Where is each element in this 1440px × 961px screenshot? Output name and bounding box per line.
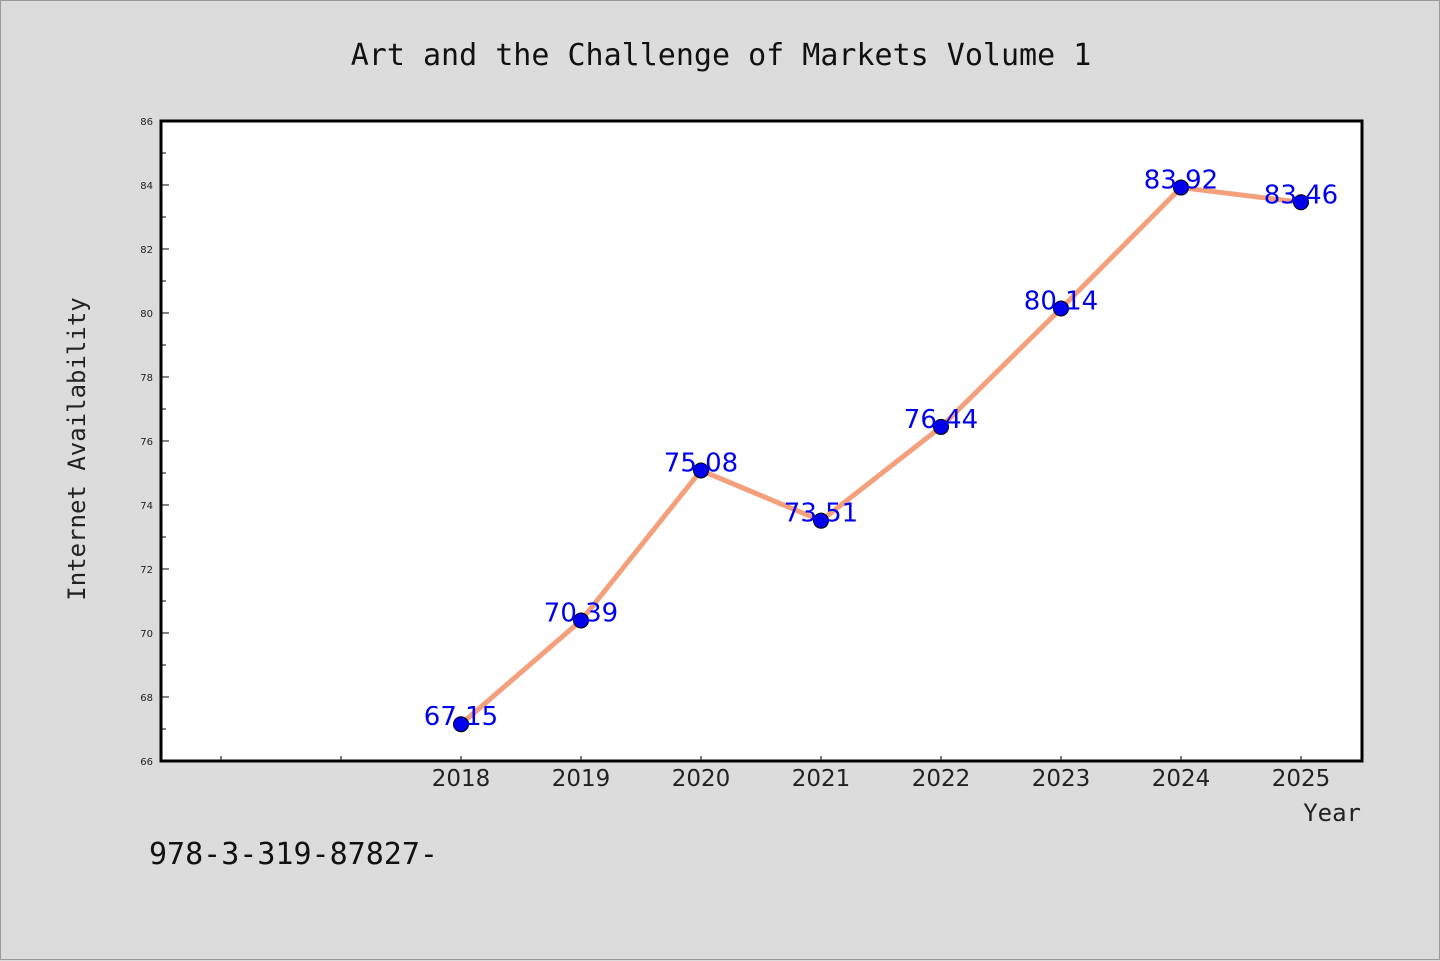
y-tick-label: 76 [140,437,153,448]
data-label: 70.39 [544,599,618,629]
data-label: 80.14 [1024,287,1098,317]
data-point [813,512,829,529]
x-tick-label: 2023 [1032,766,1091,792]
data-series: 67.15 70.39 75.08 73.51 76.44 80.14 83.92 83.46 [424,166,1338,733]
data-label: 75.08 [664,448,738,478]
y-tick-label: 66 [140,757,153,768]
y-tick-label: 78 [140,373,153,384]
y-tick-label: 72 [140,565,153,576]
x-tick-label: 2019 [552,766,611,792]
data-point [693,462,709,479]
data-point [1293,194,1309,211]
data-point [453,716,469,733]
x-tick-label: 2022 [912,766,971,792]
x-tick-label: 2021 [792,766,851,792]
x-axis-label: Year [1303,799,1361,827]
plot-area [161,121,1362,761]
data-label: 83.46 [1264,180,1338,210]
axis-ticks: 66 68 70 72 74 76 78 80 82 84 86 2018 2019 2020 2021 20… [140,117,1330,792]
y-axis-label: Internet Availability [63,297,91,600]
chart-title: Art and the Challenge of Markets Volume … [351,38,1092,73]
data-point [1053,300,1069,317]
y-tick-label: 68 [140,693,153,704]
y-tick-label: 82 [140,245,153,256]
x-tick-label: 2024 [1152,766,1211,792]
data-point [933,418,949,435]
data-label: 83.92 [1144,166,1218,196]
x-tick-label: 2025 [1272,766,1331,792]
y-tick-label: 70 [140,629,153,640]
data-label: 76.44 [904,405,978,435]
data-point [573,612,589,629]
y-tick-label: 84 [140,181,153,192]
x-tick-label: 2020 [672,766,731,792]
x-tick-label: 2018 [432,766,491,792]
data-point [1173,179,1189,196]
data-label: 67.15 [424,702,498,732]
y-tick-label: 80 [140,309,153,320]
footer-text: 978-3-319-87827- [149,837,438,872]
plot-frame [159,119,1364,763]
y-tick-label: 74 [140,501,153,512]
series-line [459,185,1302,727]
y-tick-label: 86 [140,117,153,128]
data-label: 73.51 [784,499,858,529]
